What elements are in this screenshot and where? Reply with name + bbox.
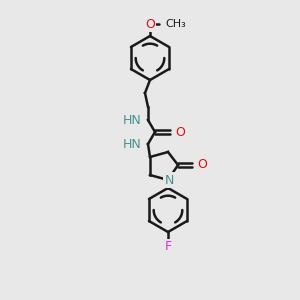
- Text: HN: HN: [123, 113, 142, 127]
- Text: N: N: [164, 173, 174, 187]
- Text: O: O: [197, 158, 207, 172]
- Text: CH₃: CH₃: [165, 19, 186, 29]
- Text: F: F: [164, 241, 172, 254]
- Text: HN: HN: [123, 137, 142, 151]
- Text: O: O: [145, 17, 155, 31]
- Text: O: O: [175, 125, 185, 139]
